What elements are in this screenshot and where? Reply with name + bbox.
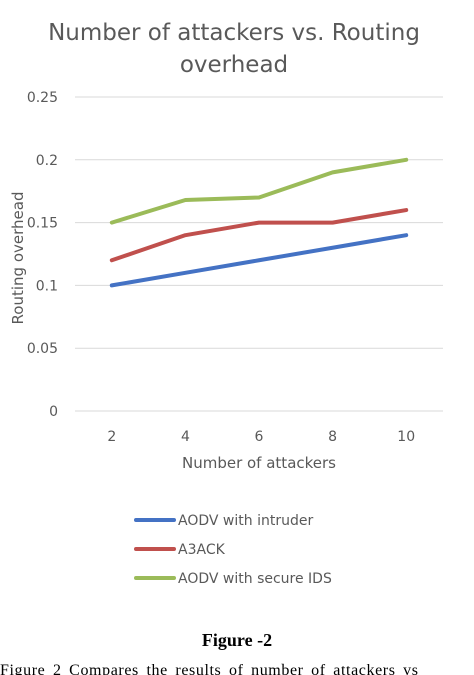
y-tick-label: 0.2 (36, 153, 58, 169)
y-axis-label: Routing overhead (9, 192, 27, 325)
series-line-1 (109, 233, 409, 288)
chart: Number of attackers vs. Routing overhead… (9, 20, 443, 587)
figure-caption: Figure 2 Compares the results of number … (0, 662, 419, 675)
legend-label: AODV with intruder (178, 513, 313, 529)
y-tick-label: 0.15 (27, 216, 58, 232)
x-tick-label: 4 (181, 429, 190, 445)
y-axis-ticks: 0 0.05 0.1 0.15 0.2 0.25 (27, 90, 58, 420)
y-tick-label: 0.05 (27, 341, 58, 357)
series-lines (109, 157, 409, 288)
line-chart-svg: Number of attackers vs. Routing overhead… (9, 20, 443, 587)
x-tick-label: 10 (397, 429, 415, 445)
gridlines (75, 96, 443, 412)
x-tick-label: 2 (107, 429, 116, 445)
x-axis-ticks: 2 4 6 8 10 (107, 429, 415, 445)
figure-label: Figure -2 (201, 630, 273, 650)
y-tick-label: 0.25 (27, 90, 58, 106)
y-tick-label: 0.1 (36, 278, 58, 294)
legend: AODV with intruder A3ACK AODV with secure … (134, 513, 332, 587)
series-line-2 (109, 208, 409, 263)
series-line-3 (109, 157, 409, 225)
y-tick-label: 0 (49, 404, 58, 420)
legend-label: A3ACK (178, 542, 226, 558)
chart-title-line-1: Number of attackers vs. Routing (48, 20, 420, 46)
x-tick-label: 6 (255, 429, 264, 445)
chart-title-line-2: overhead (180, 52, 288, 78)
x-tick-label: 8 (328, 429, 337, 445)
legend-label: AODV with secure IDS (178, 571, 332, 587)
x-axis-label: Number of attackers (182, 454, 336, 472)
